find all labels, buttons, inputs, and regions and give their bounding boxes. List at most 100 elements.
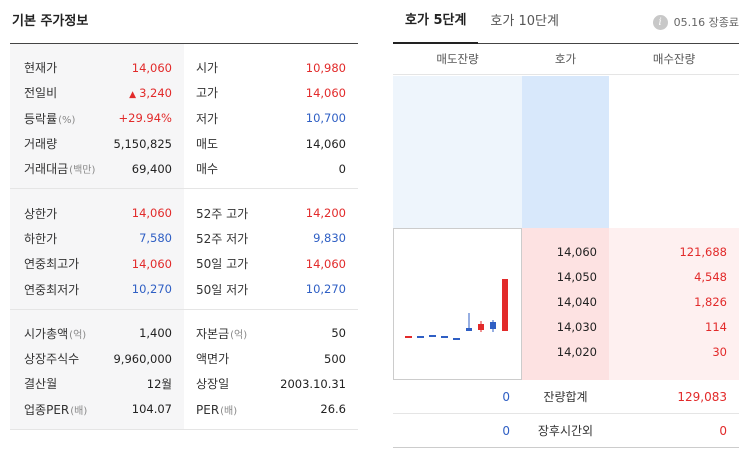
info-row: 상장주식수 9,960,000 (10, 346, 184, 371)
bid-price[interactable]: 14,040 (556, 295, 597, 309)
industry-per-value: 104.07 (131, 402, 172, 417)
info-row: 전일비 ▲ 3,240 (10, 80, 184, 105)
bid-price[interactable]: 14,020 (556, 345, 597, 359)
info-row: 자본금(억) 50 (184, 321, 358, 346)
orderbook-tabs: 호가 5단계 호가 10단계 i 05.16 장종료 (393, 0, 739, 44)
up-arrow-icon: ▲ (129, 89, 137, 100)
range-section: 상한가 14,060 하한가 7,580 연중최고가 14,060 연중최저가 … (10, 189, 358, 310)
bid-value: 0 (338, 161, 346, 176)
candle-chart-svg (405, 279, 508, 340)
bid-qty-column: 121,688 4,548 1,826 114 30 (609, 228, 739, 380)
year-high-label: 연중최고가 (24, 257, 80, 272)
bid-price-column: 14,060 14,050 14,040 14,030 14,020 (522, 228, 609, 380)
info-row: 현재가 14,060 (10, 55, 184, 80)
current-price-value: 14,060 (131, 60, 172, 75)
bid-price[interactable]: 14,030 (556, 320, 597, 334)
bid-qty-header: 매수잔량 (652, 52, 696, 66)
tab-5-level[interactable]: 호가 5단계 (393, 0, 479, 44)
per-value: 26.6 (320, 402, 346, 417)
mini-candle-chart (393, 228, 522, 380)
info-row: 시가 10,980 (184, 55, 358, 80)
day50-low-value: 10,270 (305, 282, 346, 297)
candle-7 (478, 324, 484, 330)
price-header: 호가 (554, 52, 577, 66)
info-row: 상한가 14,060 (10, 200, 184, 225)
trade-amount-value: 69,400 (131, 161, 172, 176)
open-label: 시가 (196, 61, 219, 76)
listed-shares-label: 상장주식수 (24, 352, 80, 367)
orderbook-body: 14,060 14,050 14,040 14,030 14,020 121,6… (393, 76, 739, 380)
orderbook-panel: 호가 5단계 호가 10단계 i 05.16 장종료 매도잔량 호가 매수잔량 (393, 0, 739, 458)
year-low-label: 연중최저가 (24, 282, 80, 297)
change-rate-value: +29.94% (118, 111, 173, 126)
bid-label: 매수 (196, 162, 219, 177)
bid-price[interactable]: 14,050 (556, 270, 597, 284)
bid-price[interactable]: 14,060 (556, 245, 597, 259)
info-row: 시가총액(억) 1,400 (10, 321, 184, 346)
per-label: PER(배) (196, 402, 238, 417)
ask-empty-area (609, 76, 739, 228)
company-section-left: 시가총액(억) 1,400 상장주식수 9,960,000 결산월 12월 업종… (10, 309, 184, 429)
ask-qty-area (393, 76, 522, 228)
candle-9 (502, 279, 508, 331)
year-low-value: 10,270 (131, 282, 172, 297)
change-label: 전일비 (24, 86, 58, 101)
week52-high-value: 14,200 (305, 206, 346, 221)
price-section-left: 현재가 14,060 전일비 ▲ 3,240 등락률(%) +29.94% 거래량… (10, 44, 184, 189)
trade-amount-label: 거래대금(백만) (24, 162, 96, 177)
info-icon[interactable]: i (652, 14, 668, 30)
change-rate-label: 등락률(%) (24, 111, 76, 126)
tab-10-level[interactable]: 호가 10단계 (490, 13, 559, 29)
ask-label: 매도 (196, 137, 219, 152)
upper-limit-label: 상한가 (24, 206, 58, 221)
capital-label: 자본금(억) (196, 326, 248, 341)
total-remaining-row: 0 잔량합계 129,083 (393, 380, 739, 414)
open-value: 10,980 (305, 60, 346, 75)
info-row: 연중최저가 10,270 (10, 276, 184, 301)
week52-high-label: 52주 고가 (196, 206, 249, 221)
info-row: 연중최고가 14,060 (10, 251, 184, 276)
after-hours-ask-qty: 0 (502, 424, 510, 438)
bid-qty: 30 (712, 345, 727, 359)
fiscal-month-value: 12월 (146, 376, 172, 391)
info-row: 50일 고가 14,060 (184, 251, 358, 276)
change-value: 3,240 (139, 85, 172, 100)
par-value-label: 액면가 (196, 352, 230, 367)
info-row: 업종PER(배) 104.07 (10, 397, 184, 422)
bid-qty: 121,688 (679, 245, 727, 259)
high-label: 고가 (196, 86, 219, 101)
bid-qty: 114 (705, 320, 727, 334)
after-hours-bid-qty: 0 (719, 424, 727, 438)
lower-limit-value: 7,580 (139, 231, 172, 246)
basic-info-panel: 기본 주가정보 현재가 14,060 전일비 ▲ 3,240 등락률(%) +29… (10, 0, 358, 458)
day50-low-label: 50일 저가 (196, 282, 249, 297)
total-remaining-label: 잔량합계 (543, 390, 588, 404)
week52-low-label: 52주 저가 (196, 231, 249, 246)
day50-high-label: 50일 고가 (196, 257, 249, 272)
week52-low-value: 9,830 (313, 231, 346, 246)
candle-6 (466, 328, 472, 331)
info-row: 결산월 12월 (10, 371, 184, 396)
company-section-right: 자본금(억) 50 액면가 500 상장일 2003.10.31 PER(배) … (184, 309, 358, 429)
info-row: 저가 10,700 (184, 106, 358, 131)
ask-price-area (522, 76, 609, 228)
upper-limit-value: 14,060 (131, 206, 172, 221)
info-row: 하한가 7,580 (10, 226, 184, 251)
info-row: 상장일 2003.10.31 (184, 371, 358, 396)
high-value: 14,060 (305, 85, 346, 100)
year-high-value: 14,060 (131, 256, 172, 271)
orderbook-header: 매도잔량 호가 매수잔량 (393, 44, 739, 75)
fiscal-month-label: 결산월 (24, 377, 58, 392)
info-row: 52주 저가 9,830 (184, 226, 358, 251)
ask-qty-header: 매도잔량 (436, 52, 479, 66)
info-row: 52주 고가 14,200 (184, 200, 358, 225)
market-cap-value: 1,400 (139, 326, 172, 341)
bid-qty: 4,548 (694, 270, 727, 284)
info-row: 거래량 5,150,825 (10, 131, 184, 156)
listing-date-value: 2003.10.31 (280, 376, 346, 391)
ask-value: 14,060 (305, 136, 346, 151)
par-value-value: 500 (324, 351, 346, 366)
listing-date-label: 상장일 (196, 377, 230, 392)
market-status-text: 05.16 장종료 (673, 16, 739, 29)
info-row: PER(배) 26.6 (184, 397, 358, 422)
